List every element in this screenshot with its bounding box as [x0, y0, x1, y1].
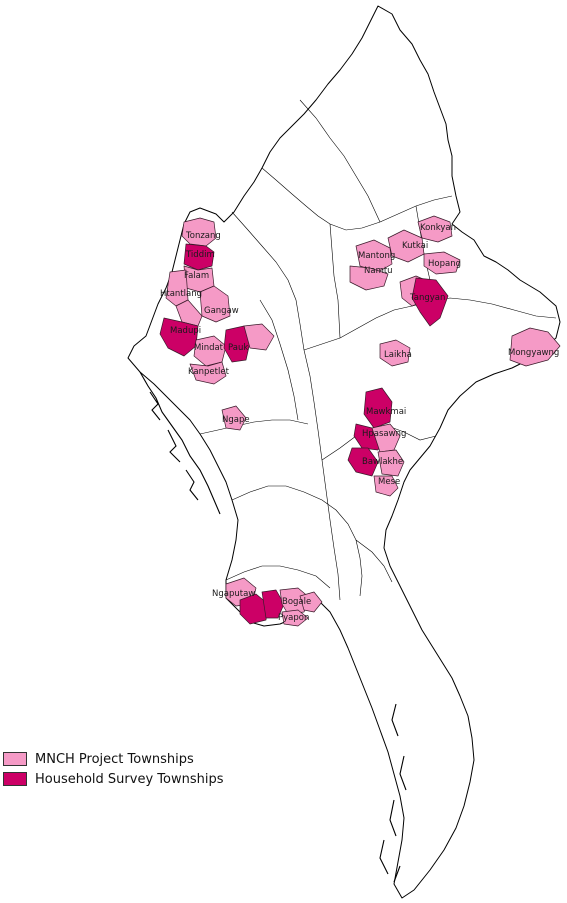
township-mawkmai: [363, 387, 393, 429]
township-labels: Tonzang Tiddim Falam Htantlang Gangaw Ma…: [160, 223, 559, 623]
label-tonzang: Tonzang: [185, 231, 221, 241]
township-tangyan: [411, 277, 449, 327]
townships-south-shan: [347, 327, 561, 497]
township-bawlakhe: [377, 449, 405, 477]
label-pyapon: Pyapon: [278, 613, 309, 623]
township-ngape: [221, 405, 247, 431]
label-hopang: Hopang: [428, 259, 461, 269]
township-pyapon: [281, 609, 309, 627]
label-hpasawng: Hpasawng: [362, 429, 406, 439]
label-namtu: Namtu: [364, 266, 393, 276]
label-gangaw: Gangaw: [204, 306, 239, 316]
label-mantong: Mantong: [358, 251, 395, 261]
legend-item-survey: Household Survey Townships: [3, 769, 243, 789]
coastline-rakhine: [139, 371, 221, 515]
township-namtu: [349, 265, 389, 291]
township-mongyawng: [509, 327, 561, 367]
label-bogale: Bogale: [282, 597, 311, 607]
township-loikaw: [347, 447, 379, 477]
township-madupi: [159, 317, 199, 357]
township-delta-1: [239, 593, 269, 625]
legend-label-survey: Household Survey Townships: [35, 771, 224, 787]
townships-west: [159, 217, 275, 431]
label-ngape: Ngape: [222, 415, 250, 425]
township-delta-3: [299, 591, 323, 613]
label-tangyan: Tangyan: [409, 293, 445, 303]
legend-swatch-survey: [3, 772, 27, 786]
legend-swatch-project: [3, 752, 27, 766]
township-tonzang: [181, 217, 217, 247]
label-kanpetlet: Kanpetlet: [188, 367, 230, 377]
label-kutkai: Kutkai: [402, 241, 428, 251]
country-outline: [127, 5, 561, 899]
label-bawlakhe: Bawlakhe: [362, 457, 403, 467]
label-mongyawng: Mongyawng: [508, 348, 559, 358]
township-laikha: [379, 339, 411, 367]
township-pauk-east: [243, 323, 275, 351]
label-tiddim: Tiddim: [185, 250, 215, 260]
township-bogale: [279, 587, 311, 615]
label-mindat: Mindat: [194, 343, 224, 353]
label-laikha: Laikha: [384, 350, 412, 360]
township-kanpetlet: [189, 361, 227, 385]
map-legend: MNCH Project Townships Household Survey …: [3, 749, 243, 789]
label-mawkmai: Mawkmai: [366, 407, 406, 417]
label-madupi: Madupi: [170, 326, 201, 336]
townships-north-shan: [349, 215, 461, 327]
township-hakha: [175, 299, 203, 327]
townships-delta: [225, 577, 323, 627]
legend-item-project: MNCH Project Townships: [3, 749, 243, 769]
label-falam: Falam: [184, 271, 209, 281]
internal-boundaries: [199, 99, 557, 601]
township-hpasawng: [371, 423, 401, 453]
township-tiddim: [183, 243, 215, 271]
label-mese: Mese: [378, 477, 400, 487]
label-htantlang: Htantlang: [160, 289, 202, 299]
legend-label-project: MNCH Project Townships: [35, 751, 194, 767]
township-mantong: [355, 239, 393, 273]
township-delta-2: [261, 589, 285, 619]
label-ngaputaw: Ngaputaw: [212, 589, 255, 599]
township-mese: [373, 475, 399, 497]
label-pauk: Pauk: [228, 343, 248, 353]
township-hopang: [423, 251, 461, 275]
coastline-tanintharyi: [379, 703, 407, 883]
label-konkyan: Konkyan: [420, 223, 456, 233]
